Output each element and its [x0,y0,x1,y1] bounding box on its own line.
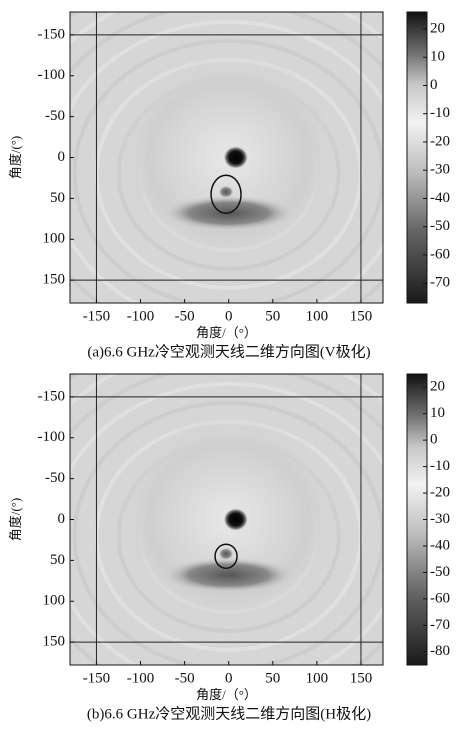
x-tick-label: 0 [225,670,233,686]
pattern-blob [162,557,295,594]
y-tick-label: 100 [43,593,66,609]
caption: (a)6.6 GHz冷空观测天线二维方向图(V极化) [87,343,370,360]
colorbar-tick-label: -50 [430,564,450,580]
colorbar-tick-label: -30 [430,162,450,178]
y-tick-label: 50 [50,552,65,568]
colorbar [406,11,428,304]
colorbar-tick-label: -60 [430,590,450,606]
heatmap-image [70,12,383,303]
x-tick-label: -150 [83,670,111,686]
y-tick-label: 150 [43,634,66,650]
colorbar-tick-label: 20 [430,20,445,36]
y-tick-label: 100 [43,231,66,247]
y-axis-label: 角度/(°) [8,498,23,541]
pattern-blob [223,508,249,531]
colorbar-tick-label: 20 [430,379,445,395]
y-tick-label: 0 [58,149,66,165]
colorbar-tick-label: 10 [430,405,445,421]
x-tick-label: 150 [350,670,373,686]
colorbar-tick-label: 0 [430,432,438,448]
colorbar-tick-label: -40 [430,537,450,553]
colorbar-tick-label: 10 [430,49,445,65]
x-tick-label: 100 [306,670,329,686]
x-tick-label: 50 [265,308,280,324]
colorbar-tick-label: -40 [430,190,450,206]
x-tick-label: -50 [175,308,195,324]
colorbar-tick-label: -10 [430,458,450,474]
pattern-blob [218,547,234,561]
colorbar-tick-label: -10 [430,105,450,121]
x-tick-label: 150 [350,308,373,324]
x-tick-label: -150 [83,308,111,324]
y-tick-label: -50 [45,108,65,124]
x-tick-label: -50 [175,670,195,686]
colorbar-tick-label: -30 [430,511,450,527]
colorbar-tick-label: -70 [430,617,450,633]
y-tick-label: 50 [50,190,65,206]
colorbar-tick-label: 0 [430,77,438,93]
colorbar-tick-label: -50 [430,218,450,234]
y-tick-label: 150 [43,272,66,288]
highlight-circle [214,543,238,570]
colorbar-tick-label: -60 [430,246,450,262]
x-axis-label: 角度/（°） [196,687,257,702]
x-axis-label: 角度/（°） [196,325,257,340]
colorbar-tick-label: -20 [430,484,450,500]
ripple [70,19,383,303]
y-tick-label: -150 [38,388,66,404]
colorbar-tick-label: -80 [430,643,450,659]
heatmap-image [70,374,383,665]
x-tick-label: -100 [127,670,155,686]
pattern-blob [218,185,234,199]
y-tick-label: 0 [58,511,66,527]
x-tick-label: -100 [127,308,155,324]
x-tick-label: 50 [265,670,280,686]
x-tick-label: 100 [306,308,329,324]
highlight-circle [210,174,242,215]
y-tick-label: -100 [38,67,66,83]
caption: (b)6.6 GHz冷空观测天线二维方向图(H极化) [87,705,371,722]
y-axis-label: 角度/(°) [8,136,23,179]
ripple [70,381,383,665]
x-tick-label: 0 [225,308,233,324]
colorbar-tick-label: -20 [430,133,450,149]
pattern-blob [223,146,249,169]
y-tick-label: -100 [38,429,66,445]
colorbar-tick-label: -70 [430,275,450,291]
y-tick-label: -150 [38,26,66,42]
y-tick-label: -50 [45,470,65,486]
